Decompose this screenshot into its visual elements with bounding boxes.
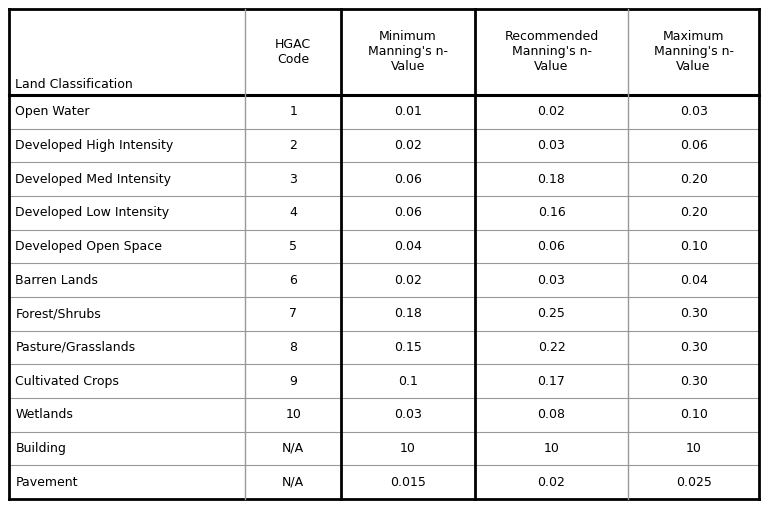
Text: 0.06: 0.06: [394, 173, 422, 185]
Text: 0.18: 0.18: [394, 307, 422, 320]
Text: 0.01: 0.01: [394, 105, 422, 118]
Text: Cultivated Crops: Cultivated Crops: [15, 374, 119, 388]
Text: 0.25: 0.25: [538, 307, 565, 320]
Text: 0.10: 0.10: [680, 408, 707, 421]
Text: 4: 4: [290, 206, 297, 219]
Text: Maximum
Manning's n-
Value: Maximum Manning's n- Value: [654, 30, 733, 74]
Text: Building: Building: [15, 442, 66, 455]
Text: 1: 1: [290, 105, 297, 118]
Text: 0.17: 0.17: [538, 374, 565, 388]
Text: Barren Lands: Barren Lands: [15, 273, 98, 287]
Text: N/A: N/A: [282, 475, 304, 489]
Text: 10: 10: [400, 442, 416, 455]
Text: 0.02: 0.02: [538, 475, 565, 489]
Text: 0.025: 0.025: [676, 475, 711, 489]
Text: 0.04: 0.04: [680, 273, 707, 287]
Text: 9: 9: [290, 374, 297, 388]
Text: 6: 6: [290, 273, 297, 287]
Text: 8: 8: [290, 341, 297, 354]
Text: Pasture/Grasslands: Pasture/Grasslands: [15, 341, 135, 354]
Text: 0.08: 0.08: [538, 408, 565, 421]
Text: Minimum
Manning's n-
Value: Minimum Manning's n- Value: [368, 30, 448, 74]
Text: Land Classification: Land Classification: [15, 78, 133, 91]
Text: Pavement: Pavement: [15, 475, 78, 489]
Text: 0.30: 0.30: [680, 307, 707, 320]
Text: 10: 10: [286, 408, 301, 421]
Text: 0.20: 0.20: [680, 206, 707, 219]
Text: 0.30: 0.30: [680, 374, 707, 388]
Text: 0.03: 0.03: [538, 273, 565, 287]
Text: 0.22: 0.22: [538, 341, 565, 354]
Text: Open Water: Open Water: [15, 105, 90, 118]
Text: Forest/Shrubs: Forest/Shrubs: [15, 307, 101, 320]
Text: 0.10: 0.10: [680, 240, 707, 253]
Text: HGAC
Code: HGAC Code: [275, 38, 311, 66]
Text: 5: 5: [290, 240, 297, 253]
Text: 0.30: 0.30: [680, 341, 707, 354]
Text: Developed Open Space: Developed Open Space: [15, 240, 162, 253]
Text: 7: 7: [290, 307, 297, 320]
Text: Recommended
Manning's n-
Value: Recommended Manning's n- Value: [505, 30, 598, 74]
Text: Developed Low Intensity: Developed Low Intensity: [15, 206, 170, 219]
Text: 0.20: 0.20: [680, 173, 707, 185]
Text: 0.16: 0.16: [538, 206, 565, 219]
Text: N/A: N/A: [282, 442, 304, 455]
Text: 10: 10: [544, 442, 559, 455]
Text: 0.03: 0.03: [538, 139, 565, 152]
Text: 0.015: 0.015: [390, 475, 426, 489]
Text: 0.04: 0.04: [394, 240, 422, 253]
Text: Developed Med Intensity: Developed Med Intensity: [15, 173, 171, 185]
Text: 0.06: 0.06: [394, 206, 422, 219]
Text: Wetlands: Wetlands: [15, 408, 73, 421]
Text: 3: 3: [290, 173, 297, 185]
Text: 0.18: 0.18: [538, 173, 565, 185]
Text: 10: 10: [686, 442, 701, 455]
Text: 0.02: 0.02: [394, 273, 422, 287]
Text: 0.02: 0.02: [394, 139, 422, 152]
Text: 0.03: 0.03: [394, 408, 422, 421]
Text: 0.1: 0.1: [398, 374, 418, 388]
Text: 0.15: 0.15: [394, 341, 422, 354]
Text: Developed High Intensity: Developed High Intensity: [15, 139, 174, 152]
Text: 0.03: 0.03: [680, 105, 707, 118]
Text: 0.06: 0.06: [538, 240, 565, 253]
Text: 0.06: 0.06: [680, 139, 707, 152]
Text: 0.02: 0.02: [538, 105, 565, 118]
Text: 2: 2: [290, 139, 297, 152]
